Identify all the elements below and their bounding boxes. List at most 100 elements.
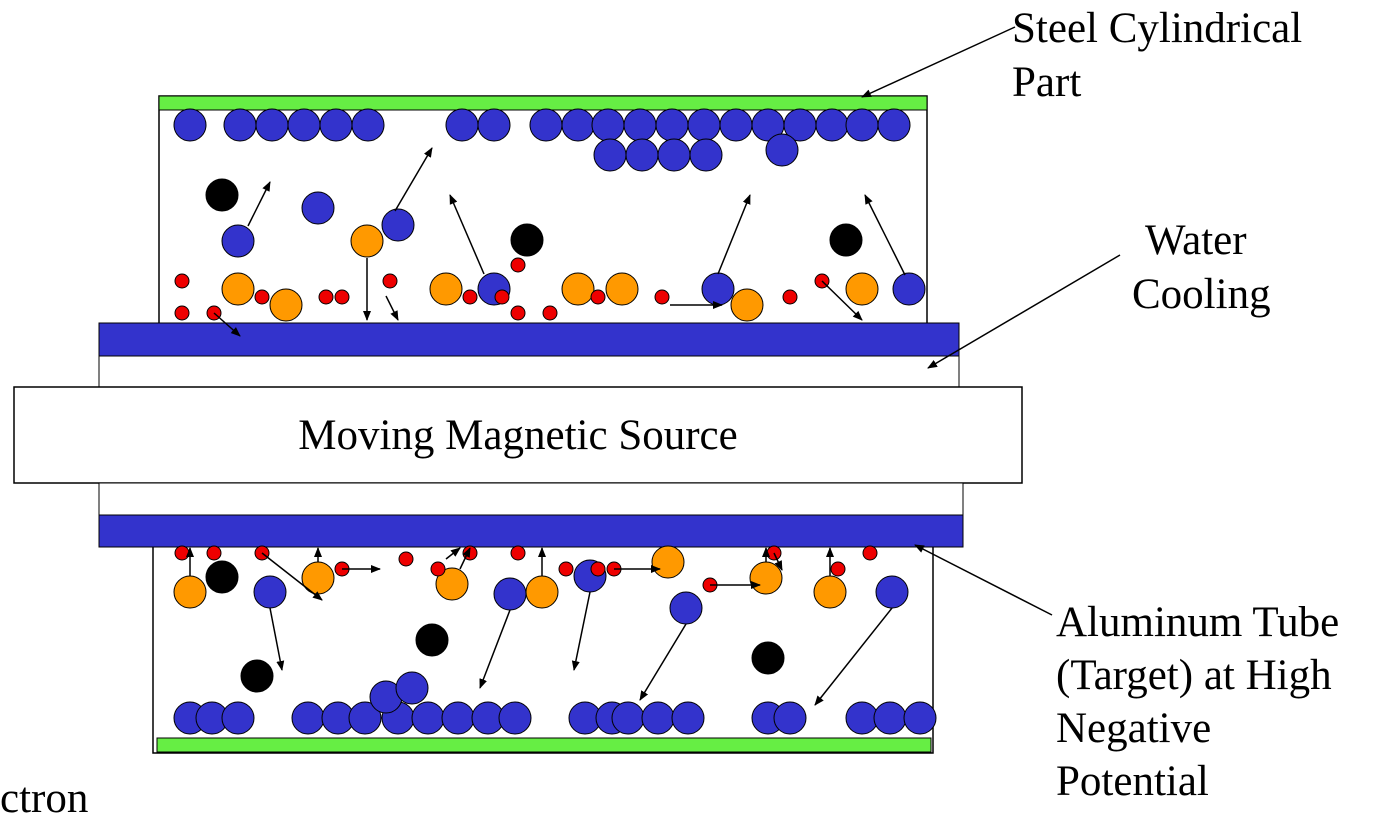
sputtered-atom: [892, 272, 926, 306]
water-pointer-arrow: [927, 254, 1121, 369]
ion: [525, 575, 559, 609]
motion-arrow: [479, 609, 511, 689]
neutral-atom: [205, 560, 239, 594]
deposited-atom: [287, 108, 321, 142]
aluminum-tube-bottom: [98, 514, 964, 548]
deposited-atom: [319, 108, 353, 142]
ion: [561, 272, 595, 306]
electron: [830, 561, 846, 577]
deposited-atom: [873, 701, 907, 735]
deposited-atom: [877, 108, 911, 142]
steel-part-bottom: [156, 737, 932, 753]
electron: [318, 289, 334, 305]
steel-part-label-line1: Steel Cylindrical: [1012, 5, 1303, 52]
deposited-atom: [903, 701, 937, 735]
motion-arrow: [269, 607, 285, 671]
legend-electron-partial: ctron: [0, 775, 89, 822]
electron: [174, 305, 190, 321]
motion-arrow: [864, 194, 906, 276]
motion-arrow: [394, 147, 433, 212]
electron: [590, 289, 606, 305]
electron: [558, 561, 574, 577]
electron: [174, 273, 190, 289]
sputtered-atom: [493, 577, 527, 611]
deposited-atom: [291, 701, 325, 735]
ion: [845, 272, 879, 306]
motion-arrow: [261, 552, 323, 601]
electron: [862, 545, 878, 561]
electron: [510, 305, 526, 321]
motion-arrow: [459, 547, 471, 570]
deposited-atom: [223, 108, 257, 142]
water-cooling-top: [98, 355, 960, 388]
sputtered-atom: [381, 208, 415, 242]
motion-arrow: [213, 312, 241, 337]
aluminum-label-line1: Aluminum Tube: [1056, 599, 1340, 646]
aluminum-pointer-arrow: [914, 544, 1053, 616]
deposited-atom: [477, 108, 511, 142]
motion-arrow: [773, 552, 783, 571]
arrows: [186, 147, 906, 706]
motion-arrow: [445, 547, 461, 560]
electron: [174, 545, 190, 561]
water-cooling-label-line1: Water: [1145, 217, 1247, 264]
deposited-atom: [593, 138, 627, 172]
deposited-atom: [351, 108, 385, 142]
neutral-atom: [829, 223, 863, 257]
ion: [269, 288, 303, 322]
deposited-atom: [719, 108, 753, 142]
deposited-atom: [623, 108, 657, 142]
electron: [334, 289, 350, 305]
neutral-atom: [205, 178, 239, 212]
ion: [605, 272, 639, 306]
motion-arrow: [385, 295, 399, 321]
water-cooling-bottom: [98, 482, 964, 516]
motion-arrow: [717, 194, 751, 275]
deposited-atom: [671, 701, 705, 735]
deposited-atom: [657, 138, 691, 172]
neutral-atom: [510, 223, 544, 257]
steel-pointer-arrow: [861, 26, 1016, 98]
ion: [301, 561, 335, 595]
sputtered-atom: [253, 575, 287, 609]
ion: [221, 272, 255, 306]
neutral-atom: [751, 641, 785, 675]
water-cooling-label-line2: Cooling: [1132, 271, 1271, 318]
deposited-atom: [641, 701, 675, 735]
deposited-atom: [765, 133, 799, 167]
ion: [730, 288, 764, 322]
electron: [494, 289, 510, 305]
deposited-atom: [773, 701, 807, 735]
aluminum-label-line4: Potential: [1056, 758, 1209, 805]
motion-arrow: [571, 591, 591, 671]
electron: [462, 289, 478, 305]
deposited-atom: [348, 701, 382, 735]
electron: [590, 561, 606, 577]
deposited-atom: [625, 138, 659, 172]
ion: [350, 224, 384, 258]
deposited-atom: [687, 108, 721, 142]
electron: [430, 561, 446, 577]
deposited-atom: [221, 701, 255, 735]
motion-arrow: [814, 607, 893, 706]
deposited-atom: [441, 701, 475, 735]
deposited-atom: [815, 108, 849, 142]
ion: [435, 567, 469, 601]
deposited-atom: [845, 701, 879, 735]
magnetic-source-label: Moving Magnetic Source: [298, 411, 738, 459]
electron: [510, 257, 526, 273]
motion-arrow: [247, 181, 271, 227]
deposited-atom: [255, 108, 289, 142]
electron: [254, 289, 270, 305]
motion-arrow: [639, 623, 687, 701]
deposited-atom: [395, 671, 429, 705]
ion: [651, 545, 685, 579]
ion: [749, 561, 783, 595]
neutral-atom: [415, 623, 449, 657]
deposited-atom: [689, 138, 723, 172]
aluminum-label-line3: Negative: [1056, 705, 1212, 752]
sputtered-atom: [221, 224, 255, 258]
deposited-atom: [561, 108, 595, 142]
electron: [382, 273, 398, 289]
deposited-atom: [529, 108, 563, 142]
